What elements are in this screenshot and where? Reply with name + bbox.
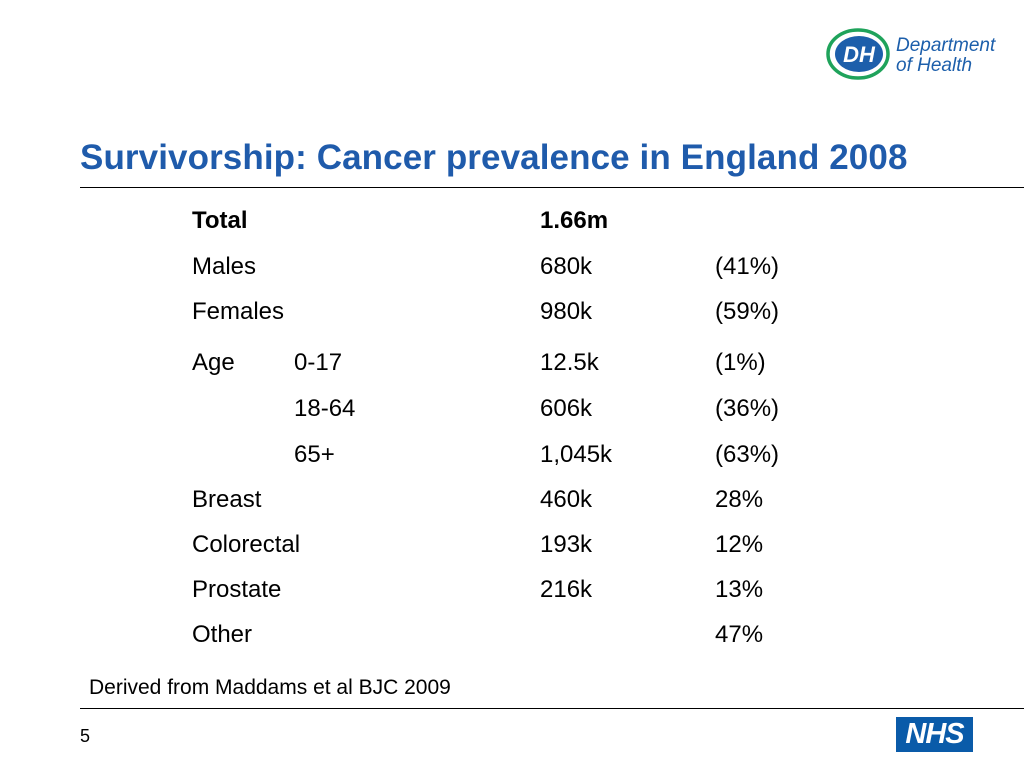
table-cell-label: Males bbox=[192, 253, 257, 280]
dh-wordmark-line1: Department bbox=[896, 35, 996, 56]
table-cell-value: 1.66m bbox=[540, 207, 609, 234]
table-cell-sub: 65+ bbox=[294, 441, 335, 468]
table-cell-label: Age bbox=[192, 349, 235, 376]
slide-title: Survivorship: Cancer prevalence in Engla… bbox=[80, 138, 908, 177]
table-cell-value: 216k bbox=[540, 576, 593, 603]
page-number: 5 bbox=[80, 726, 91, 746]
table-cell-pct: (1%) bbox=[715, 349, 766, 376]
table-cell-value: 980k bbox=[540, 298, 593, 325]
table-cell-pct: (41%) bbox=[715, 253, 780, 280]
source-note: Derived from Maddams et al BJC 2009 bbox=[89, 676, 451, 699]
table-cell-pct: 47% bbox=[715, 621, 764, 648]
table-cell-pct: 13% bbox=[715, 576, 764, 603]
dh-badge-text: DH bbox=[843, 42, 876, 67]
table-cell-label: Females bbox=[192, 298, 285, 325]
table-cell-value: 460k bbox=[540, 486, 593, 513]
table-cell-pct: (63%) bbox=[715, 441, 780, 468]
table-cell-pct: (36%) bbox=[715, 395, 780, 422]
table-cell-label: Total bbox=[192, 207, 248, 234]
footer-divider bbox=[80, 708, 1024, 709]
department-of-health-logo: DH Department of Health bbox=[826, 26, 1016, 84]
table-cell-label: Prostate bbox=[192, 576, 282, 603]
table-cell-value: 1,045k bbox=[540, 441, 613, 468]
table-cell-sub: 18-64 bbox=[294, 395, 356, 422]
table-cell-pct: (59%) bbox=[715, 298, 780, 325]
dh-wordmark-line2: of Health bbox=[896, 55, 973, 76]
table-cell-value: 680k bbox=[540, 253, 593, 280]
title-divider bbox=[80, 187, 1024, 188]
table-cell-value: 193k bbox=[540, 531, 593, 558]
dh-badge-icon: DH bbox=[826, 28, 890, 80]
nhs-logo: NHS bbox=[896, 717, 973, 752]
table-cell-label: Colorectal bbox=[192, 531, 301, 558]
table-cell-value: 12.5k bbox=[540, 349, 599, 376]
table-cell-value: 606k bbox=[540, 395, 593, 422]
table-cell-pct: 12% bbox=[715, 531, 764, 558]
table-cell-label: Breast bbox=[192, 486, 262, 513]
dh-wordmark: Department of Health bbox=[896, 36, 995, 76]
table-cell-sub: 0-17 bbox=[294, 349, 343, 376]
table-cell-pct: 28% bbox=[715, 486, 764, 513]
table-cell-label: Other bbox=[192, 621, 253, 648]
